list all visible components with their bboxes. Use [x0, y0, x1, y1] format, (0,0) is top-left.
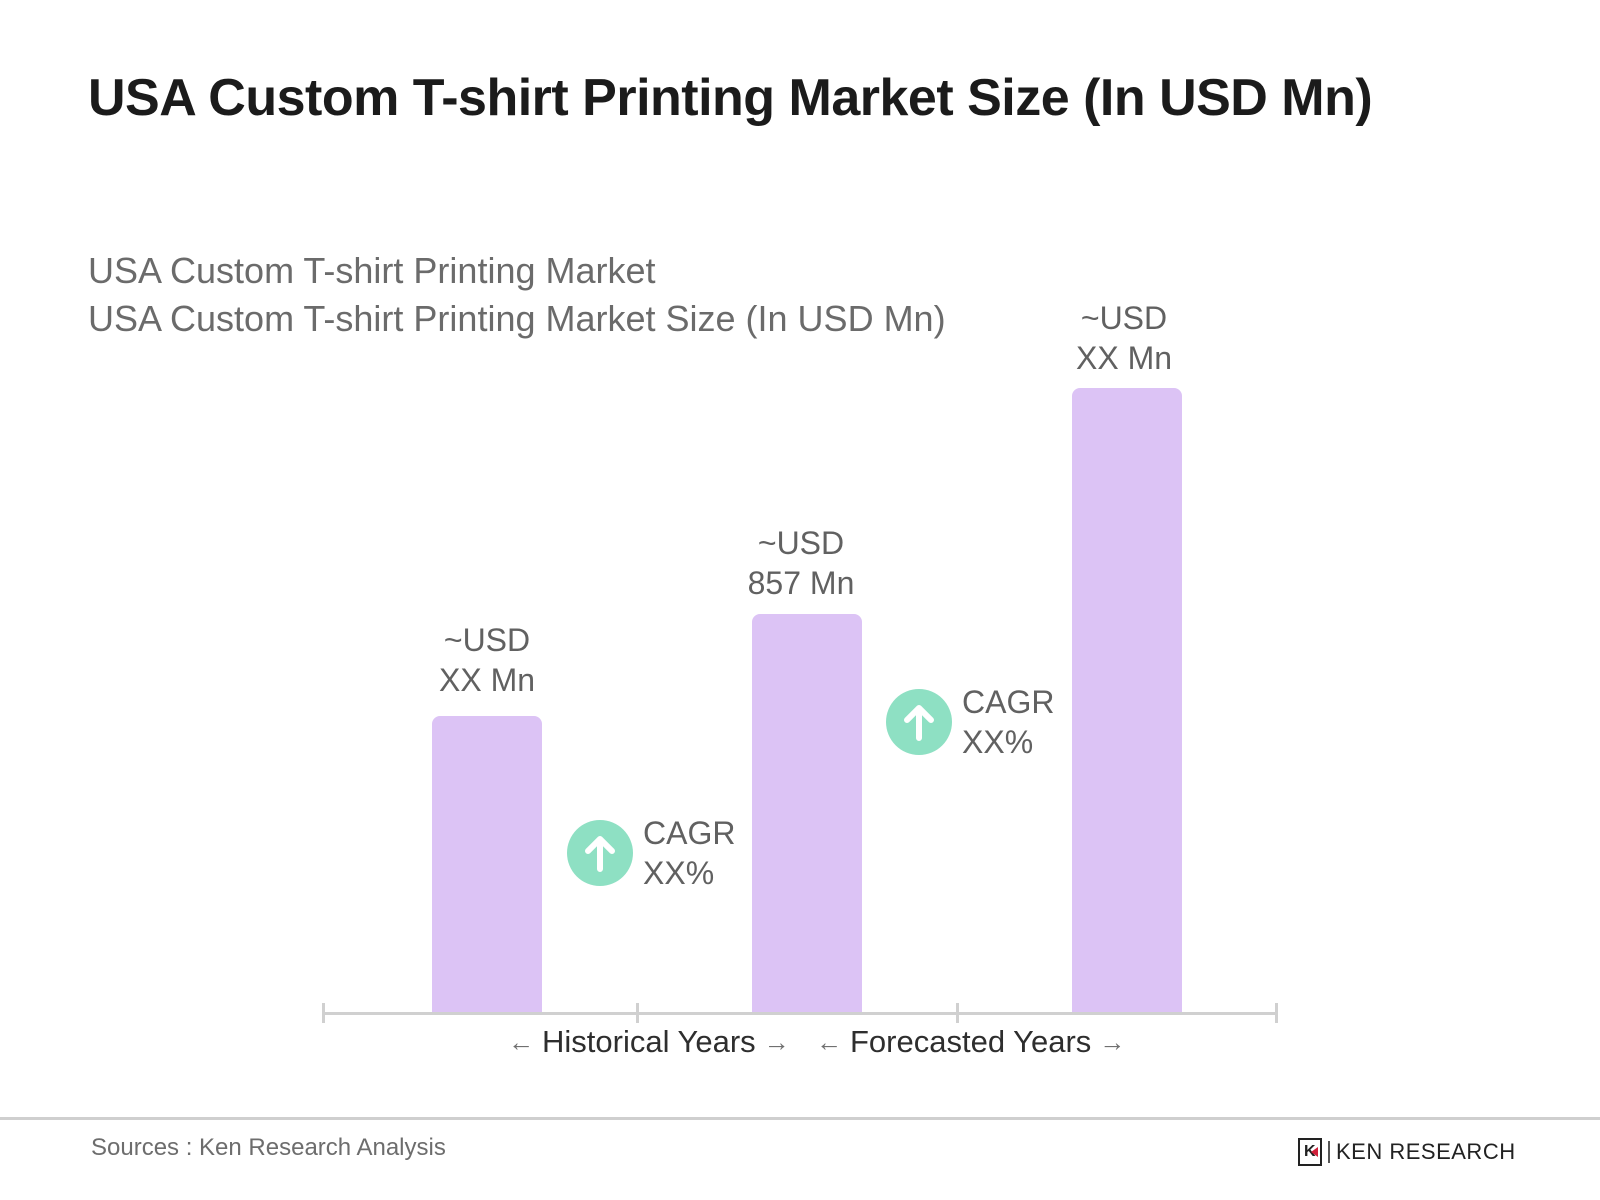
- bar-value-label-2: ~USD 857 Mn: [711, 523, 891, 603]
- bar-value-label-1: ~USD XX Mn: [397, 620, 577, 700]
- axis-tick: [956, 1003, 959, 1023]
- cagr-text: CAGR XX%: [643, 813, 735, 893]
- historical-years-label: ← Historical Years →: [500, 1024, 798, 1060]
- bar-label-prefix: ~USD: [443, 622, 531, 658]
- chart-subtitle-1: USA Custom T-shirt Printing Market: [88, 250, 656, 291]
- cagr-text: CAGR XX%: [962, 682, 1054, 762]
- arrow-right-icon: →: [1099, 1026, 1126, 1057]
- cagr-label: CAGR: [962, 684, 1055, 720]
- chart-title: USA Custom T-shirt Printing Market Size …: [88, 69, 1373, 127]
- arrow-up-icon: [886, 689, 952, 755]
- historical-years-text: Historical Years: [542, 1024, 756, 1059]
- forecasted-years-label: ← Forecasted Years →: [808, 1024, 1133, 1060]
- logo-text: KEN RESEARCH: [1336, 1139, 1516, 1164]
- bar-label-value: XX Mn: [1075, 340, 1173, 376]
- cagr-annotation-1: CAGR XX%: [567, 813, 735, 893]
- axis-tick: [636, 1003, 639, 1023]
- bar-label-value: 857 Mn: [747, 565, 855, 601]
- arrow-left-icon: ←: [508, 1026, 534, 1057]
- arrow-up-icon: [567, 820, 633, 886]
- bar-2: [752, 614, 862, 1012]
- footer-divider: [0, 1117, 1600, 1120]
- logo-separator: [1328, 1141, 1330, 1163]
- cagr-value: XX%: [643, 855, 715, 891]
- bar-label-prefix: ~USD: [757, 525, 845, 561]
- axis-tick: [1275, 1003, 1278, 1023]
- cagr-value: XX%: [962, 724, 1034, 760]
- bar-label-prefix: ~USD: [1080, 300, 1168, 336]
- bar-value-label-3: ~USD XX Mn: [1034, 298, 1214, 378]
- x-axis: [323, 1012, 1277, 1015]
- ken-research-logo: K KEN RESEARCH: [1298, 1138, 1516, 1166]
- source-text: Sources : Ken Research Analysis: [91, 1134, 446, 1161]
- forecasted-years-text: Forecasted Years: [850, 1024, 1092, 1059]
- ken-logo-icon: K: [1298, 1138, 1322, 1166]
- axis-tick: [322, 1003, 325, 1023]
- arrow-right-icon: →: [763, 1026, 790, 1057]
- bar-1: [432, 716, 542, 1012]
- cagr-label: CAGR: [643, 815, 736, 851]
- cagr-annotation-2: CAGR XX%: [886, 682, 1054, 762]
- arrow-left-icon: ←: [816, 1026, 842, 1057]
- bar-label-value: XX Mn: [438, 662, 536, 698]
- chart-subtitle-2: USA Custom T-shirt Printing Market Size …: [88, 298, 946, 339]
- bar-3: [1072, 388, 1182, 1012]
